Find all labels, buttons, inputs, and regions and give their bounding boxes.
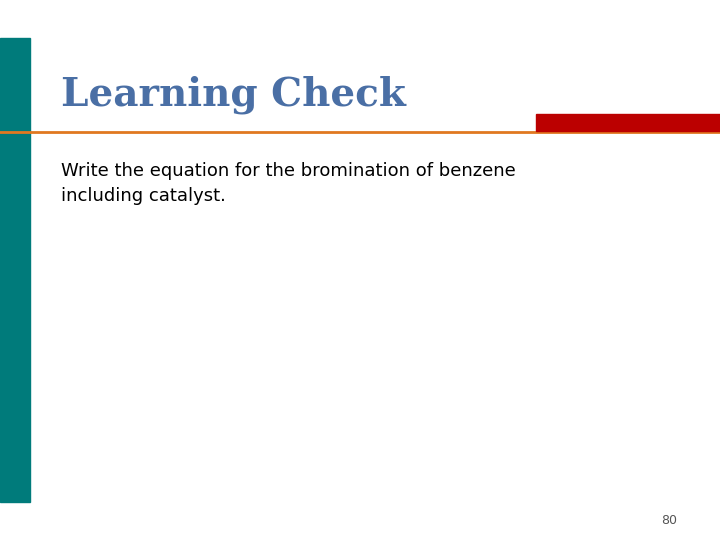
Text: Learning Check: Learning Check xyxy=(61,76,406,114)
Text: 80: 80 xyxy=(661,514,677,526)
Text: Write the equation for the bromination of benzene
including catalyst.: Write the equation for the bromination o… xyxy=(61,162,516,205)
Bar xyxy=(536,114,720,131)
Bar xyxy=(0,38,30,502)
